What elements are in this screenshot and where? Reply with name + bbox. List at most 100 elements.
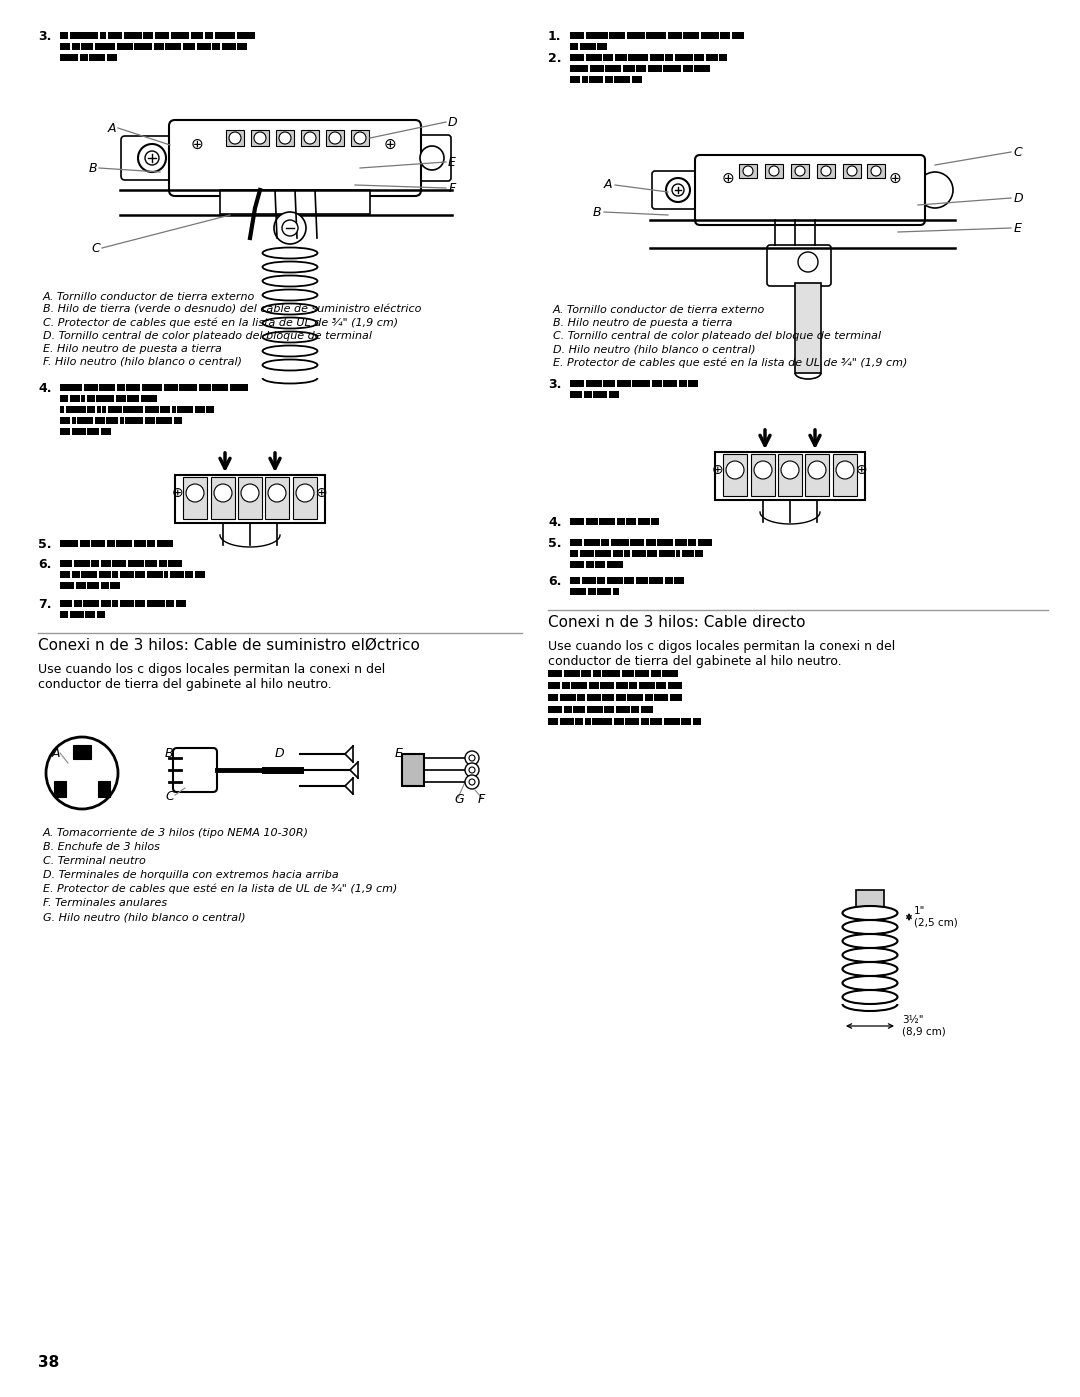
- Circle shape: [296, 483, 314, 502]
- Bar: [72, 43, 80, 50]
- Bar: [659, 550, 675, 557]
- Bar: [170, 571, 184, 578]
- Bar: [145, 416, 156, 425]
- Bar: [96, 395, 114, 402]
- Bar: [630, 539, 644, 546]
- Bar: [237, 32, 255, 39]
- Bar: [650, 54, 664, 61]
- Bar: [663, 380, 677, 387]
- Bar: [60, 599, 72, 608]
- Bar: [732, 32, 744, 39]
- Bar: [402, 754, 424, 787]
- Bar: [147, 571, 163, 578]
- Text: 2.: 2.: [548, 52, 562, 66]
- Ellipse shape: [262, 289, 318, 300]
- Circle shape: [186, 483, 204, 502]
- Circle shape: [214, 483, 232, 502]
- Bar: [664, 718, 680, 725]
- Circle shape: [836, 461, 854, 479]
- Text: F: F: [478, 793, 485, 806]
- Circle shape: [420, 147, 444, 170]
- Bar: [99, 571, 111, 578]
- Bar: [102, 407, 106, 414]
- Text: D. Hilo neutro (hilo blanco o central): D. Hilo neutro (hilo blanco o central): [553, 344, 756, 353]
- Bar: [657, 539, 673, 546]
- Bar: [81, 395, 85, 402]
- Bar: [593, 671, 600, 678]
- Bar: [60, 32, 68, 39]
- Circle shape: [354, 131, 366, 144]
- Text: ⊕: ⊕: [172, 486, 184, 500]
- Bar: [584, 391, 592, 398]
- Circle shape: [769, 166, 779, 176]
- Bar: [609, 391, 619, 398]
- Bar: [570, 54, 584, 61]
- Bar: [669, 32, 681, 39]
- Ellipse shape: [262, 317, 318, 328]
- Ellipse shape: [842, 935, 897, 949]
- Bar: [590, 66, 604, 73]
- Bar: [156, 416, 172, 425]
- Text: ⊕: ⊕: [856, 462, 868, 476]
- Bar: [351, 130, 369, 147]
- Bar: [172, 407, 176, 414]
- Bar: [615, 54, 627, 61]
- Circle shape: [469, 767, 475, 773]
- Bar: [701, 32, 719, 39]
- Bar: [77, 416, 93, 425]
- Bar: [97, 610, 105, 617]
- Circle shape: [303, 131, 316, 144]
- Text: B. Hilo de tierra (verde o desnudo) del cable de suministro eléctrico: B. Hilo de tierra (verde o desnudo) del …: [43, 305, 421, 314]
- Ellipse shape: [262, 247, 318, 258]
- Bar: [107, 54, 117, 61]
- Bar: [617, 518, 625, 525]
- Bar: [675, 54, 693, 61]
- Bar: [326, 130, 345, 147]
- Bar: [156, 32, 168, 39]
- Bar: [212, 384, 228, 391]
- Bar: [570, 75, 580, 82]
- Bar: [681, 718, 691, 725]
- Bar: [72, 571, 80, 578]
- Bar: [607, 577, 623, 584]
- Bar: [60, 54, 78, 61]
- Text: 5.: 5.: [38, 538, 52, 550]
- Text: Use cuando los c digos locales permitan la conexi n del
conductor de tierra del : Use cuando los c digos locales permitan …: [38, 664, 386, 692]
- Bar: [548, 682, 561, 689]
- Bar: [84, 384, 98, 391]
- Bar: [650, 718, 662, 725]
- Ellipse shape: [262, 303, 318, 314]
- Text: G: G: [454, 793, 463, 806]
- Circle shape: [138, 144, 166, 172]
- Bar: [642, 705, 653, 712]
- Bar: [688, 539, 696, 546]
- Bar: [636, 66, 646, 73]
- Text: C. Tornillo central de color plateado del bloque de terminal: C. Tornillo central de color plateado de…: [553, 331, 881, 341]
- Bar: [60, 583, 75, 590]
- Bar: [548, 694, 558, 701]
- Bar: [805, 454, 829, 496]
- Bar: [102, 560, 111, 567]
- FancyBboxPatch shape: [168, 120, 421, 196]
- Bar: [141, 395, 157, 402]
- Bar: [70, 610, 84, 617]
- Bar: [91, 560, 99, 567]
- Text: 7.: 7.: [38, 598, 52, 610]
- Bar: [179, 384, 197, 391]
- Bar: [635, 671, 649, 678]
- Bar: [600, 539, 609, 546]
- Bar: [670, 694, 681, 701]
- Text: ⊕: ⊕: [191, 137, 203, 151]
- Bar: [66, 407, 86, 414]
- Bar: [106, 416, 118, 425]
- Bar: [683, 32, 699, 39]
- Text: ⊕: ⊕: [712, 462, 724, 476]
- Text: 1.: 1.: [548, 29, 562, 43]
- Bar: [639, 682, 654, 689]
- Bar: [624, 550, 630, 557]
- Circle shape: [847, 166, 858, 176]
- Bar: [81, 571, 97, 578]
- Bar: [91, 541, 105, 548]
- Bar: [73, 745, 91, 759]
- Bar: [683, 66, 693, 73]
